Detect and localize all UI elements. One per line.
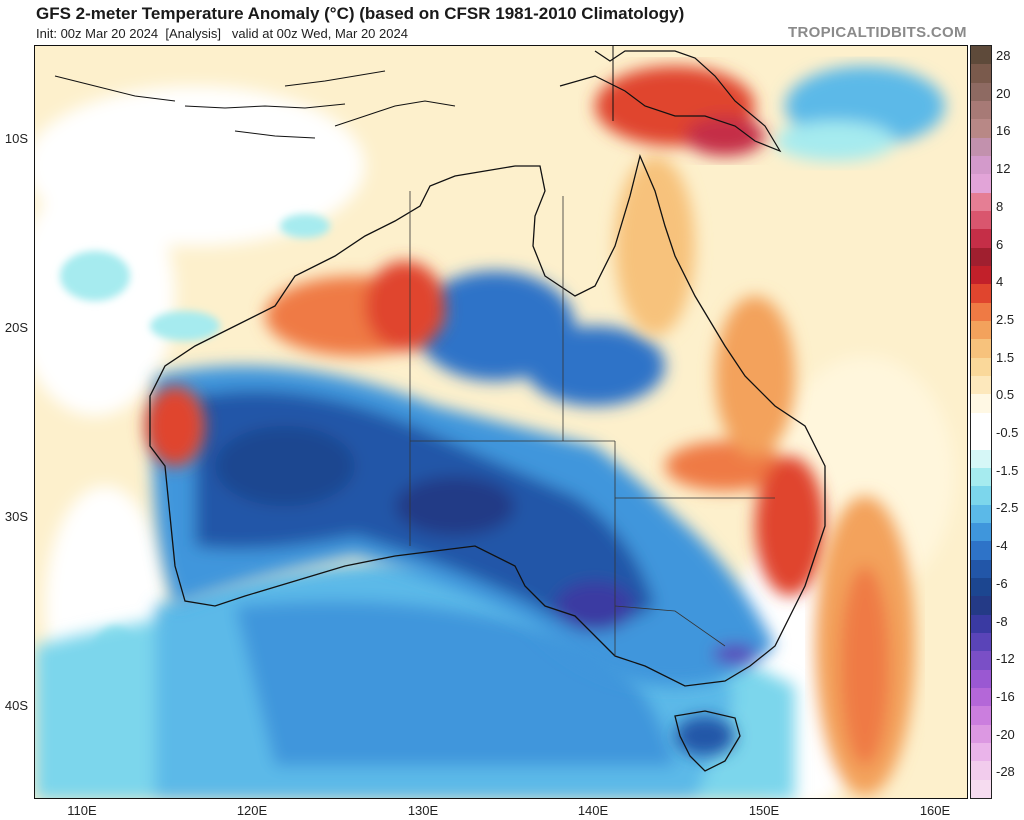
colorbar-cell (971, 614, 991, 634)
colorbar-label: 28 (996, 48, 1011, 63)
colorbar-label: -28 (996, 764, 1015, 780)
colorbar-cell (971, 137, 991, 157)
colorbar-label: 20 (996, 85, 1011, 101)
colorbar-cell (971, 412, 991, 432)
colorbar-cell (971, 632, 991, 652)
colorbar-cell (971, 357, 991, 377)
lon-label-130e: 130E (407, 803, 439, 818)
colorbar-cell (971, 174, 991, 194)
colorbar-cell (971, 522, 991, 542)
colorbar-cell (971, 596, 991, 616)
state-borders (409, 191, 775, 656)
colorbar-cell (971, 101, 991, 120)
png-warm (595, 66, 765, 156)
colorbar-label: 1.5 (996, 349, 1015, 365)
colorbar-cell (971, 394, 991, 414)
colorbar-cell (971, 284, 991, 304)
southern-ocean-cold (35, 561, 795, 798)
lat-label-10s: 10S (4, 131, 28, 146)
lon-label-120e: 120E (236, 803, 268, 818)
colorbar-cell (971, 651, 991, 671)
colorbar-label: -12 (996, 651, 1015, 667)
colorbar-label: 0.5 (996, 387, 1015, 403)
colorbar-label: 8 (996, 198, 1004, 214)
lon-label-150e: 150E (748, 803, 780, 818)
australia-warm-east (665, 296, 825, 596)
colorbar-cell (971, 486, 991, 506)
init-time: Init: 00z Mar 20 2024 (36, 26, 159, 41)
chart-title: GFS 2-meter Temperature Anomaly (°C) (ba… (36, 4, 685, 23)
colorbar-label: -16 (996, 688, 1015, 704)
colorbar-label: -2.5 (996, 500, 1019, 516)
lat-label-30s: 30S (4, 509, 28, 524)
colorbar-label: -6 (996, 575, 1008, 591)
colorbar-label: -20 (996, 726, 1015, 742)
colorbar-cell (971, 706, 991, 726)
australia-coastline (149, 153, 826, 687)
colorbar-label: 6 (996, 236, 1004, 252)
colorbar-label: 16 (996, 123, 1011, 139)
colorbar (970, 45, 992, 799)
colorbar-cell (971, 724, 991, 744)
colorbar-cell (971, 339, 991, 359)
colorbar-cell (971, 247, 991, 267)
lon-label-140e: 140E (577, 803, 609, 818)
colorbar-cell (971, 229, 991, 249)
analysis-tag: [Analysis] (165, 26, 222, 41)
valid-time: valid at 00z Wed, Mar 20 2024 (231, 26, 408, 41)
colorbar-label: -8 (996, 613, 1008, 629)
colorbar-cell (971, 761, 991, 781)
tasman-warm (815, 496, 915, 796)
colorbar-cell (971, 779, 991, 799)
neutral-areas (35, 86, 955, 798)
colorbar-label: -1.5 (996, 462, 1019, 478)
brand-watermark[interactable]: TROPICALTIDBITS.COM (788, 24, 967, 41)
colorbar-cell (971, 156, 991, 175)
chart-subtitle: Init: 00z Mar 20 2024 [Analysis] valid a… (36, 26, 408, 41)
colorbar-cell (971, 266, 991, 285)
colorbar-cell (971, 449, 991, 469)
colorbar-cell (971, 64, 991, 84)
colorbar-cell (971, 321, 991, 340)
lat-label-40s: 40S (4, 698, 28, 713)
indonesia-coastline (54, 70, 456, 139)
colorbar-cell (971, 192, 991, 212)
colorbar-cell (971, 577, 991, 597)
cold-northeast (775, 66, 945, 161)
colorbar-label: 12 (996, 161, 1011, 177)
lon-label-160e: 160E (919, 803, 951, 818)
colorbar-cell (971, 467, 991, 487)
lon-label-110e: 110E (67, 803, 97, 818)
colorbar-cell (971, 431, 991, 450)
png-coastline (559, 50, 782, 153)
colorbar-cell (971, 742, 991, 762)
colorbar-cell (971, 302, 991, 322)
map-canvas (35, 46, 967, 798)
colorbar-cell (971, 376, 991, 395)
lat-label-20s: 20S (4, 320, 28, 335)
colorbar-cell (971, 82, 991, 102)
colorbar-cell (971, 559, 991, 579)
anomaly-map[interactable] (34, 45, 968, 799)
colorbar-cell (971, 504, 991, 524)
colorbar-cell (971, 119, 991, 139)
colorbar-cell (971, 211, 991, 230)
colorbar-label: 4 (996, 274, 1004, 290)
colorbar-cell (971, 541, 991, 561)
colorbar-label: -4 (996, 538, 1008, 554)
colorbar-cell (971, 46, 991, 65)
colorbar-label: 2.5 (996, 311, 1015, 327)
tasmania-coastline (674, 710, 741, 772)
australia-warm-north (145, 156, 695, 466)
colorbar-cell (971, 687, 991, 707)
colorbar-cell (971, 669, 991, 689)
colorbar-label: -0.5 (996, 425, 1019, 440)
